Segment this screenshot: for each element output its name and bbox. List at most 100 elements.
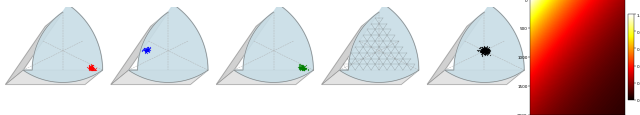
Point [479, 52, 489, 54]
Polygon shape [111, 13, 168, 85]
Point [480, 48, 490, 50]
Point [87, 64, 97, 66]
Point [142, 48, 152, 50]
Point [84, 67, 95, 69]
Point [296, 68, 306, 69]
Point [295, 68, 305, 70]
Point [140, 49, 150, 51]
Point [481, 53, 491, 54]
Point [484, 50, 494, 52]
Point [481, 50, 491, 52]
Point [297, 68, 307, 70]
Point [481, 49, 491, 50]
Point [297, 65, 307, 67]
Point [479, 51, 489, 53]
Point [481, 51, 492, 53]
Point [297, 67, 307, 69]
Point [481, 48, 491, 50]
Point [482, 47, 492, 49]
Point [484, 52, 494, 54]
Point [478, 51, 488, 53]
Point [477, 48, 488, 50]
Point [298, 68, 308, 69]
Point [143, 49, 154, 51]
Point [86, 67, 96, 69]
Point [86, 68, 96, 70]
Point [478, 48, 488, 49]
Point [86, 65, 97, 67]
Point [482, 49, 492, 51]
Point [481, 47, 492, 49]
Point [303, 68, 314, 70]
Point [481, 50, 491, 52]
Point [86, 69, 96, 71]
Point [298, 68, 308, 69]
Point [478, 51, 488, 53]
Point [477, 50, 488, 52]
Point [483, 52, 493, 54]
Point [299, 69, 309, 71]
Point [296, 68, 307, 69]
Point [294, 68, 304, 70]
Point [482, 49, 492, 50]
Point [144, 48, 154, 50]
Point [300, 68, 310, 70]
Point [88, 68, 99, 70]
Point [484, 51, 494, 53]
Point [479, 50, 489, 52]
Point [84, 65, 95, 67]
Point [477, 51, 488, 53]
Point [143, 48, 154, 50]
Point [481, 52, 492, 54]
Point [298, 68, 308, 70]
Point [87, 68, 97, 70]
Point [88, 69, 98, 70]
Point [480, 50, 490, 52]
Point [296, 67, 306, 69]
Point [87, 67, 97, 69]
Point [480, 51, 490, 53]
Point [477, 55, 487, 57]
Point [479, 53, 489, 55]
Point [483, 51, 493, 53]
Point [140, 49, 150, 51]
Point [483, 48, 493, 50]
Point [478, 49, 488, 51]
Point [483, 50, 493, 52]
Point [88, 64, 98, 66]
Point [478, 49, 488, 51]
Point [143, 48, 153, 50]
Point [143, 50, 153, 52]
Point [141, 50, 151, 51]
Point [144, 50, 154, 52]
Point [298, 70, 308, 71]
Point [142, 51, 152, 53]
Point [297, 67, 307, 69]
Point [298, 67, 308, 69]
Point [85, 68, 95, 70]
Point [472, 50, 483, 52]
Point [483, 52, 493, 54]
Point [479, 53, 489, 55]
Point [294, 66, 304, 68]
Point [295, 66, 305, 68]
Point [482, 49, 492, 51]
Point [294, 64, 305, 66]
Point [477, 54, 487, 56]
Point [480, 52, 490, 53]
Point [85, 68, 95, 70]
Point [140, 49, 150, 51]
Point [144, 52, 154, 53]
Point [299, 70, 309, 71]
Point [299, 70, 309, 71]
Point [477, 50, 488, 52]
Point [297, 65, 307, 67]
Point [90, 69, 100, 70]
Point [298, 67, 308, 69]
Point [296, 66, 306, 68]
Point [299, 66, 309, 68]
Point [480, 53, 490, 55]
Point [476, 47, 486, 49]
Polygon shape [216, 70, 314, 85]
Point [477, 48, 488, 50]
